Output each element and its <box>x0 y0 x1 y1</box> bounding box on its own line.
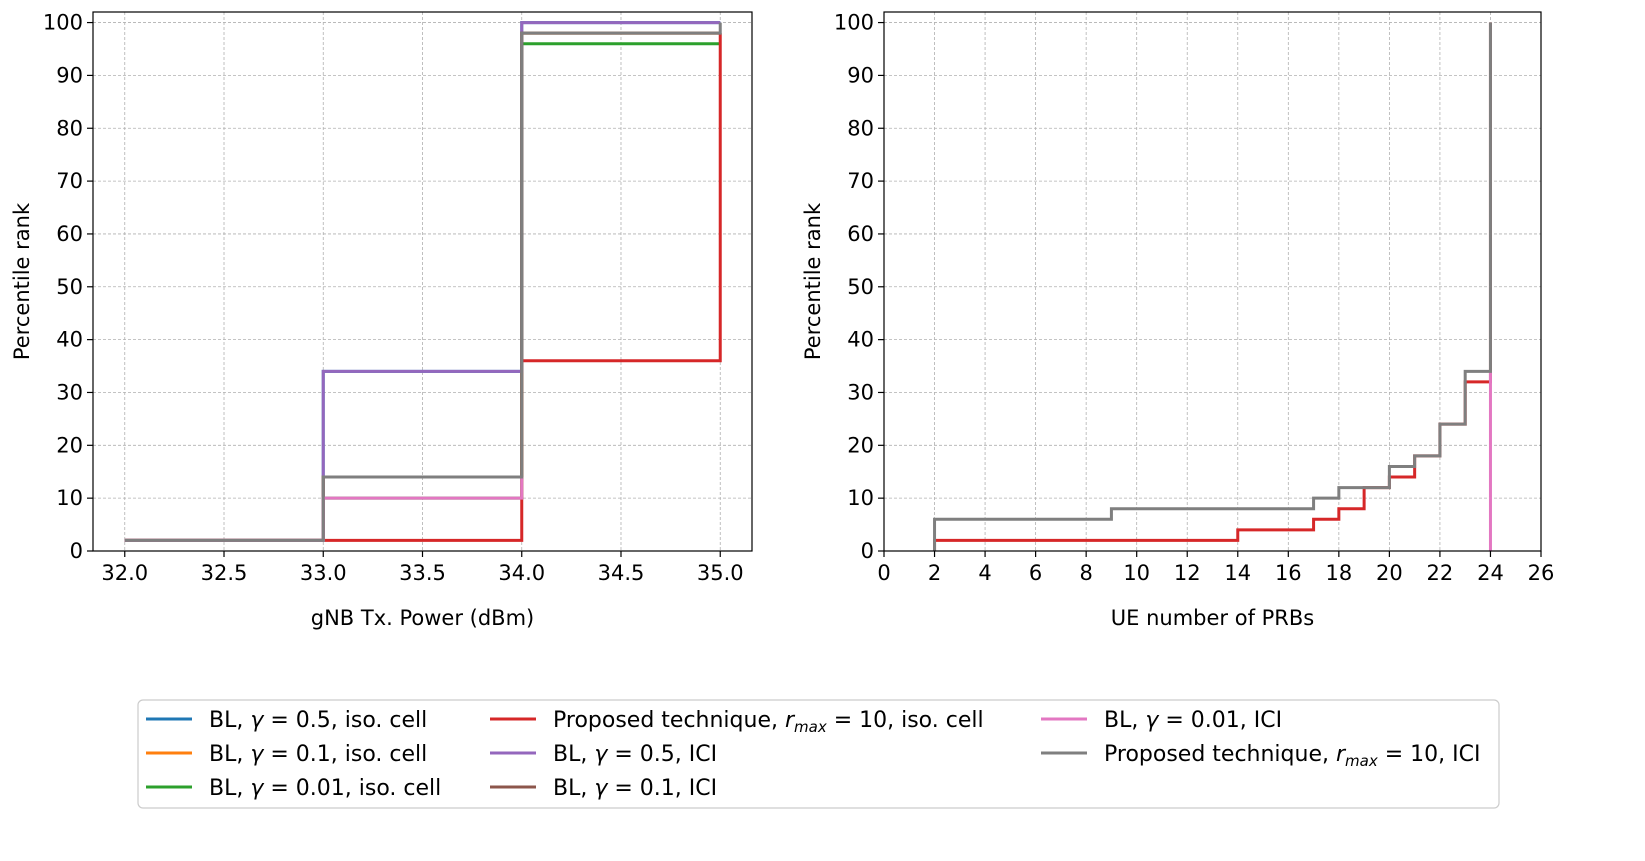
legend-label: BL, γ = 0.5, ICI <box>553 742 717 767</box>
y-tick-label: 60 <box>56 222 83 246</box>
x-axis-label: gNB Tx. Power (dBm) <box>311 606 534 630</box>
x-tick-label: 26 <box>1528 561 1555 585</box>
x-tick-label: 10 <box>1123 561 1150 585</box>
y-tick-label: 100 <box>834 11 874 35</box>
x-tick-label: 32.0 <box>101 561 148 585</box>
x-tick-label: 35.0 <box>697 561 744 585</box>
legend-label: BL, γ = 0.1, ICI <box>553 776 717 801</box>
x-tick-label: 34.5 <box>598 561 645 585</box>
series-line-2 <box>933 22 1492 551</box>
grid <box>883 12 1542 552</box>
series-line-7 <box>124 22 722 542</box>
y-tick-label: 70 <box>847 169 874 193</box>
x-tick-label: 16 <box>1275 561 1302 585</box>
y-tick-label: 40 <box>847 328 874 352</box>
y-axis-label: Percentile rank <box>801 202 825 360</box>
legend-label: Proposed technique, rmax = 10, ICI <box>1104 742 1480 770</box>
y-tick-label: 80 <box>56 116 83 140</box>
y-tick-label: 20 <box>56 433 83 457</box>
y-tick-label: 60 <box>847 222 874 246</box>
x-tick-label: 12 <box>1174 561 1201 585</box>
y-tick-label: 80 <box>847 116 874 140</box>
x-tick-label: 20 <box>1376 561 1403 585</box>
x-tick-label: 18 <box>1325 561 1352 585</box>
y-tick-label: 70 <box>56 169 83 193</box>
x-tick-label: 32.5 <box>201 561 248 585</box>
y-tick-label: 10 <box>847 486 874 510</box>
x-tick-label: 14 <box>1224 561 1251 585</box>
plot-frame <box>883 11 1542 552</box>
y-tick-label: 0 <box>70 539 83 563</box>
x-tick-label: 6 <box>1029 561 1042 585</box>
x-tick-label: 8 <box>1079 561 1092 585</box>
x-tick-label: 0 <box>877 561 890 585</box>
legend-label: BL, γ = 0.01, ICI <box>1104 708 1282 733</box>
y-tick-label: 30 <box>56 380 83 404</box>
chart-prbs: 0 2 4 6 8 10 12 14 16 18 20 22 24 2601020304050607080… <box>801 11 1554 630</box>
y-tick-label: 50 <box>847 275 874 299</box>
y-tick-label: 40 <box>56 328 83 352</box>
x-tick-label: 33.0 <box>300 561 347 585</box>
y-tick-label: 50 <box>56 275 83 299</box>
y-tick-label: 90 <box>56 63 83 87</box>
y-tick-label: 20 <box>847 433 874 457</box>
chart-tx-power: 32.0 32.5 33.0 33.5 34.0 34.5 35.0 0 10 20 30 40 50 6… <box>10 11 753 630</box>
legend: BL, γ = 0.5, iso. cell BL, γ = 0.1, iso. … <box>137 699 1500 809</box>
y-axis-label: Percentile rank <box>10 202 34 360</box>
series-group <box>124 21 722 542</box>
series-line-0 <box>933 22 1492 551</box>
x-tick-label: 34.0 <box>498 561 545 585</box>
legend-label: Proposed technique, rmax = 10, iso. cell <box>553 708 984 736</box>
y-tick-label: 100 <box>43 11 83 35</box>
legend-label: BL, γ = 0.01, iso. cell <box>209 776 441 801</box>
legend-frame <box>137 699 1500 809</box>
x-tick-label: 24 <box>1477 561 1504 585</box>
legend-label: BL, γ = 0.1, iso. cell <box>209 742 427 767</box>
x-tick-label: 22 <box>1427 561 1454 585</box>
x-tick-label: 2 <box>928 561 941 585</box>
y-tick-label: 30 <box>847 380 874 404</box>
y-tick-label: 90 <box>847 63 874 87</box>
y-tick-label: 0 <box>861 539 874 563</box>
series-group <box>933 22 1492 551</box>
legend-label: BL, γ = 0.5, iso. cell <box>209 708 427 733</box>
x-axis-label: UE number of PRBs <box>1111 606 1314 630</box>
x-tick-label: 33.5 <box>399 561 446 585</box>
x-tick-label: 4 <box>978 561 991 585</box>
grid <box>93 12 752 552</box>
y-tick-label: 10 <box>56 486 83 510</box>
